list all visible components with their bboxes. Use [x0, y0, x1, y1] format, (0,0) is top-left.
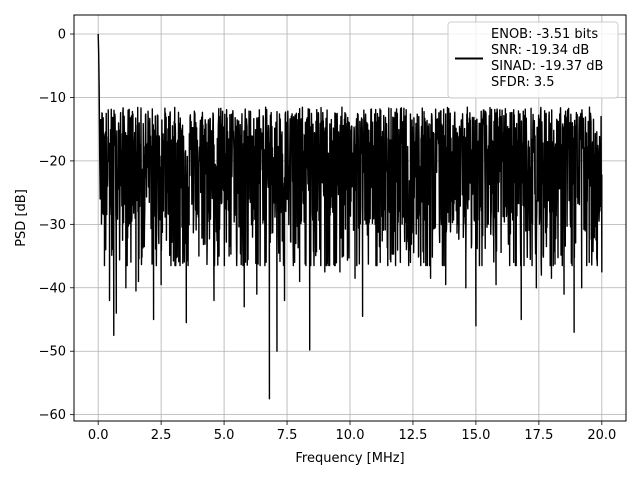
x-tick-label: 0.0 — [88, 428, 109, 443]
x-tick-label: 20.0 — [587, 428, 616, 443]
legend-text-enob: ENOB: -3.51 bits — [491, 27, 598, 42]
x-axis: 0.0 2.5 5.0 7.5 10.0 12.5 15.0 17.5 20.0 — [88, 421, 616, 443]
legend-text-sfdr: SFDR: 3.5 — [491, 75, 555, 90]
x-tick-label: 10.0 — [336, 428, 365, 443]
y-axis-label: PSD [dB] — [14, 189, 29, 247]
x-axis-label: Frequency [MHz] — [295, 451, 404, 466]
legend-text-snr: SNR: -19.34 dB — [491, 43, 589, 58]
x-tick-label: 7.5 — [277, 428, 298, 443]
x-tick-label: 5.0 — [214, 428, 235, 443]
legend-text-sinad: SINAD: -19.37 dB — [491, 59, 603, 74]
x-tick-label: 2.5 — [151, 428, 172, 443]
x-tick-label: 15.0 — [461, 428, 490, 443]
y-tick-label: −50 — [39, 345, 66, 360]
y-axis: 0 −10 −20 −30 −40 −50 −60 — [39, 28, 74, 423]
psd-series-line — [97, 34, 603, 400]
x-tick-label: 12.5 — [398, 428, 427, 443]
legend-box — [447, 21, 619, 99]
x-tick-label: 17.5 — [524, 428, 553, 443]
series-layer — [97, 34, 603, 400]
y-tick-label: −40 — [39, 281, 66, 296]
y-tick-label: −20 — [39, 154, 66, 169]
legend: ENOB: -3.51 bits SNR: -19.34 dB SINAD: -… — [447, 21, 619, 99]
y-tick-label: −60 — [39, 408, 66, 423]
y-tick-label: −10 — [39, 91, 66, 106]
y-tick-label: −30 — [39, 218, 66, 233]
y-tick-label: 0 — [58, 28, 66, 43]
